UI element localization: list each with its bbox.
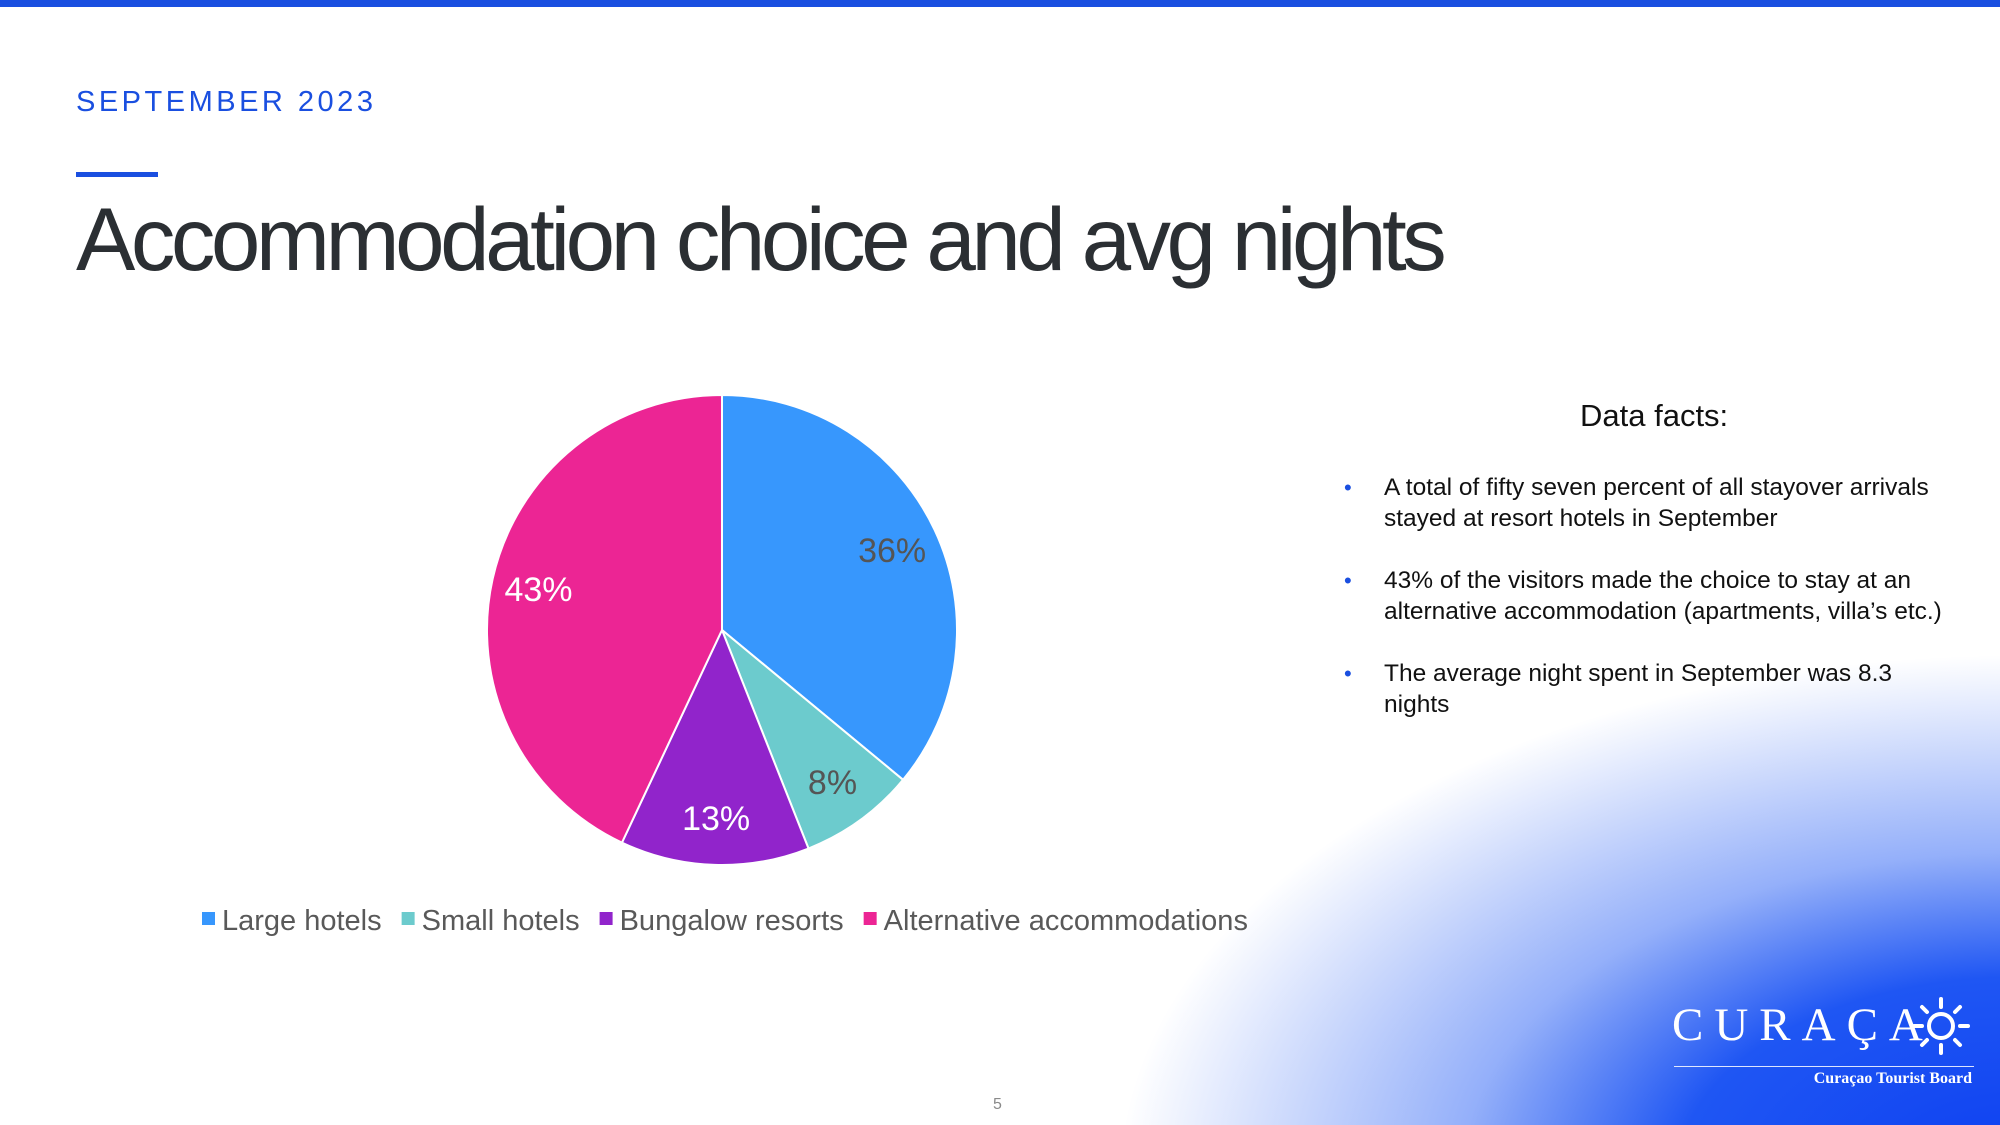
legend-swatch [401, 912, 415, 925]
bullet-icon: • [1344, 475, 1352, 500]
slide-date-label: SEPTEMBER 2023 [76, 86, 377, 118]
legend-swatch [599, 912, 613, 925]
fact-item: • A total of fifty seven percent of all s… [1344, 472, 1964, 534]
pie-data-label: 36% [858, 532, 926, 570]
logo-divider [1674, 1066, 1974, 1067]
slide-title: Accommodation choice and avg nights [76, 189, 1447, 289]
curacao-logo: CURAÇA Curaçao Tourist Board [1670, 990, 1974, 1090]
bullet-icon: • [1344, 568, 1352, 593]
pie-data-label: 8% [808, 764, 857, 802]
legend-swatch [202, 912, 215, 925]
logo-subtitle: Curaçao Tourist Board [1813, 1070, 1972, 1087]
title-rule [76, 172, 158, 177]
chart-legend: Large hotels Small hotels Bungalow resorts… [202, 905, 1248, 937]
fact-item: • The average night spent in September wa… [1344, 658, 1964, 720]
fact-text: The average night spent in September was… [1384, 660, 1893, 718]
fact-text: A total of fifty seven percent of all st… [1384, 474, 1929, 532]
pie-data-label: 43% [504, 571, 572, 609]
pie-data-label: 13% [682, 800, 750, 838]
sun-icon [1912, 997, 1970, 1055]
fact-item: • 43% of the visitors made the choice to … [1344, 565, 1964, 627]
pie-slice-alternative-accommodations [486, 393, 723, 844]
facts-list: • A total of fifty seven percent of all s… [1344, 472, 1964, 751]
legend-swatch [863, 912, 877, 925]
pie-slice-bungalow-resorts [620, 627, 810, 866]
facts-heading: Data facts: [1580, 398, 1729, 433]
logo-wordmark: CURAÇA [1672, 999, 1934, 1051]
bullet-icon: • [1344, 661, 1352, 686]
legend-label: Alternative accommodations [884, 905, 1248, 937]
legend-label: Large hotels [222, 905, 382, 937]
pie-slice-small-hotels [721, 629, 905, 850]
pie-chart: 36% 8% 13% 43% Large hotels Small hotels Bunga… [202, 393, 1248, 937]
top-accent-bar [0, 0, 2000, 7]
pie-slice-large-hotels [721, 393, 958, 782]
page-number: 5 [993, 1096, 1002, 1113]
fact-text: 43% of the visitors made the choice to s… [1384, 567, 1942, 625]
legend-label: Small hotels [422, 905, 580, 937]
legend-label: Bungalow resorts [620, 905, 844, 937]
